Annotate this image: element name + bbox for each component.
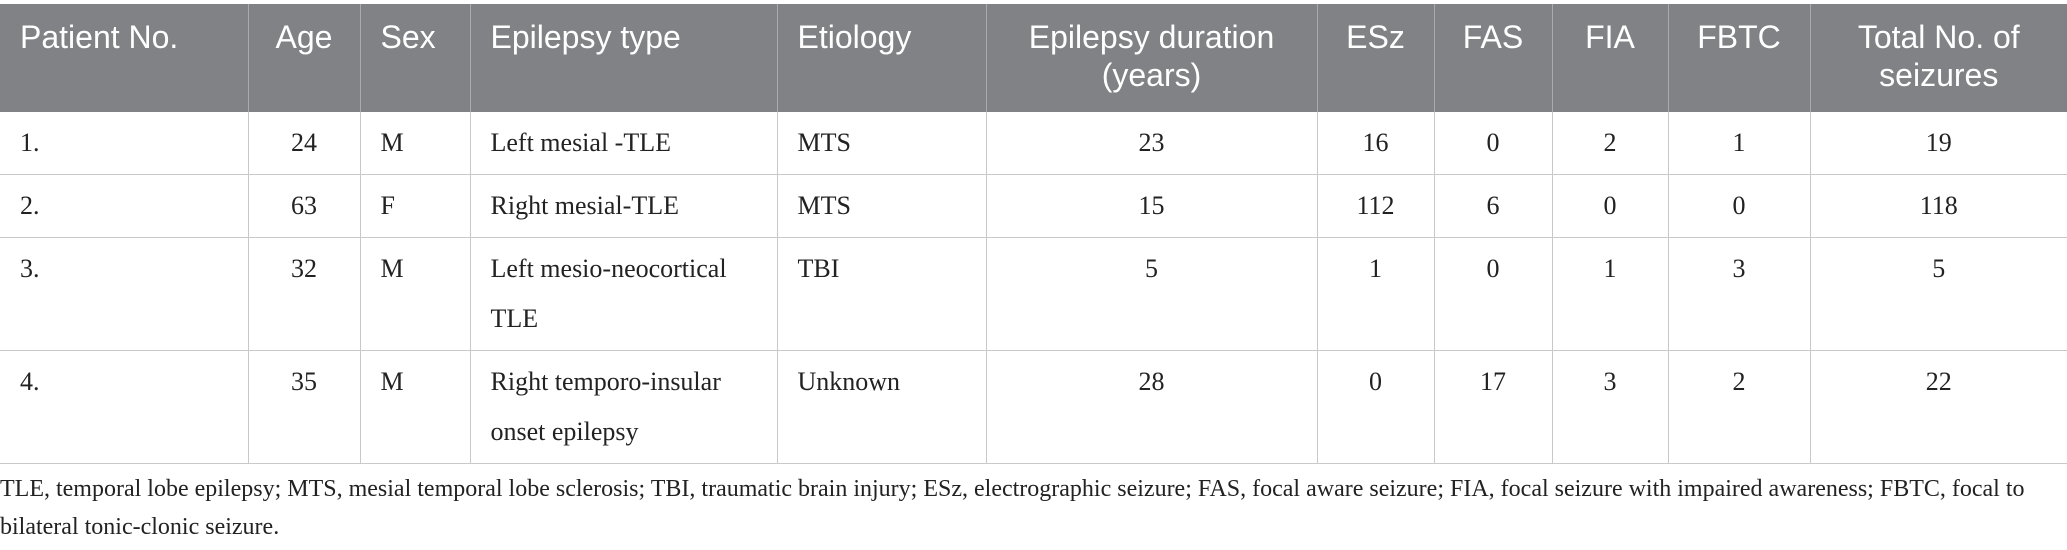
cell-esz: 0 <box>1317 350 1435 464</box>
table-footnote: TLE, temporal lobe epilepsy; MTS, mesial… <box>0 476 2025 540</box>
cell-fia: 3 <box>1552 350 1669 464</box>
cell-fia: 0 <box>1552 174 1669 238</box>
cell-total-seizures: 22 <box>1810 350 2067 464</box>
cell-fia: 2 <box>1552 112 1669 175</box>
cell-epilepsy-type: Left mesial -TLE <box>470 112 778 175</box>
table-row: 1. 24 M Left mesial -TLE MTS 23 16 0 2 1… <box>0 112 2067 175</box>
cell-epilepsy-duration: 15 <box>986 174 1318 238</box>
cell-epilepsy-duration: 28 <box>986 350 1318 464</box>
header-epilepsy-type: Epilepsy type <box>470 4 778 112</box>
table-header-row: Patient No. Age Sex Epilepsy type Etiolo… <box>0 4 2067 112</box>
cell-sex: F <box>360 174 471 238</box>
cell-sex: M <box>360 112 471 175</box>
cell-esz: 1 <box>1317 237 1435 351</box>
cell-epilepsy-duration: 23 <box>986 112 1318 175</box>
cell-age: 63 <box>248 174 361 238</box>
cell-age: 35 <box>248 350 361 464</box>
cell-fbtc: 1 <box>1668 112 1811 175</box>
header-fia: FIA <box>1552 4 1669 112</box>
cell-etiology: Unknown <box>777 350 987 464</box>
cell-fas: 0 <box>1434 237 1553 351</box>
header-epilepsy-duration: Epilepsy duration (years) <box>986 4 1318 112</box>
cell-age: 32 <box>248 237 361 351</box>
header-fbtc: FBTC <box>1668 4 1811 112</box>
cell-epilepsy-duration: 5 <box>986 237 1318 351</box>
header-total-seizures: Total No. of seizures <box>1810 4 2067 112</box>
cell-patient-no: 4. <box>0 350 249 464</box>
cell-fia: 1 <box>1552 237 1669 351</box>
cell-patient-no: 1. <box>0 112 249 175</box>
header-age: Age <box>248 4 361 112</box>
cell-esz: 16 <box>1317 112 1435 175</box>
header-fas: FAS <box>1434 4 1553 112</box>
cell-sex: M <box>360 350 471 464</box>
patient-characteristics-table: Patient No. Age Sex Epilepsy type Etiolo… <box>0 4 2067 464</box>
table-row: 4. 35 M Right temporo-insular onset epil… <box>0 350 2067 464</box>
cell-fbtc: 3 <box>1668 237 1811 351</box>
cell-fbtc: 2 <box>1668 350 1811 464</box>
cell-total-seizures: 118 <box>1810 174 2067 238</box>
cell-patient-no: 3. <box>0 237 249 351</box>
cell-etiology: TBI <box>777 237 987 351</box>
cell-total-seizures: 5 <box>1810 237 2067 351</box>
table-row: 3. 32 M Left mesio-neocortical TLE TBI 5… <box>0 237 2067 351</box>
cell-total-seizures: 19 <box>1810 112 2067 175</box>
header-etiology: Etiology <box>777 4 987 112</box>
cell-fas: 0 <box>1434 112 1553 175</box>
cell-etiology: MTS <box>777 174 987 238</box>
cell-fas: 17 <box>1434 350 1553 464</box>
table-row: 2. 63 F Right mesial-TLE MTS 15 112 6 0 … <box>0 174 2067 238</box>
header-sex: Sex <box>360 4 471 112</box>
header-esz: ESz <box>1317 4 1435 112</box>
cell-age: 24 <box>248 112 361 175</box>
cell-esz: 112 <box>1317 174 1435 238</box>
header-patient-no: Patient No. <box>0 4 249 112</box>
cell-fas: 6 <box>1434 174 1553 238</box>
cell-epilepsy-type: Right mesial-TLE <box>470 174 778 238</box>
cell-epilepsy-type: Right temporo-insular onset epilepsy <box>470 350 778 464</box>
cell-sex: M <box>360 237 471 351</box>
patient-table-container: Patient No. Age Sex Epilepsy type Etiolo… <box>0 4 2067 464</box>
cell-etiology: MTS <box>777 112 987 175</box>
cell-epilepsy-type: Left mesio-neocortical TLE <box>470 237 778 351</box>
cell-patient-no: 2. <box>0 174 249 238</box>
cell-fbtc: 0 <box>1668 174 1811 238</box>
